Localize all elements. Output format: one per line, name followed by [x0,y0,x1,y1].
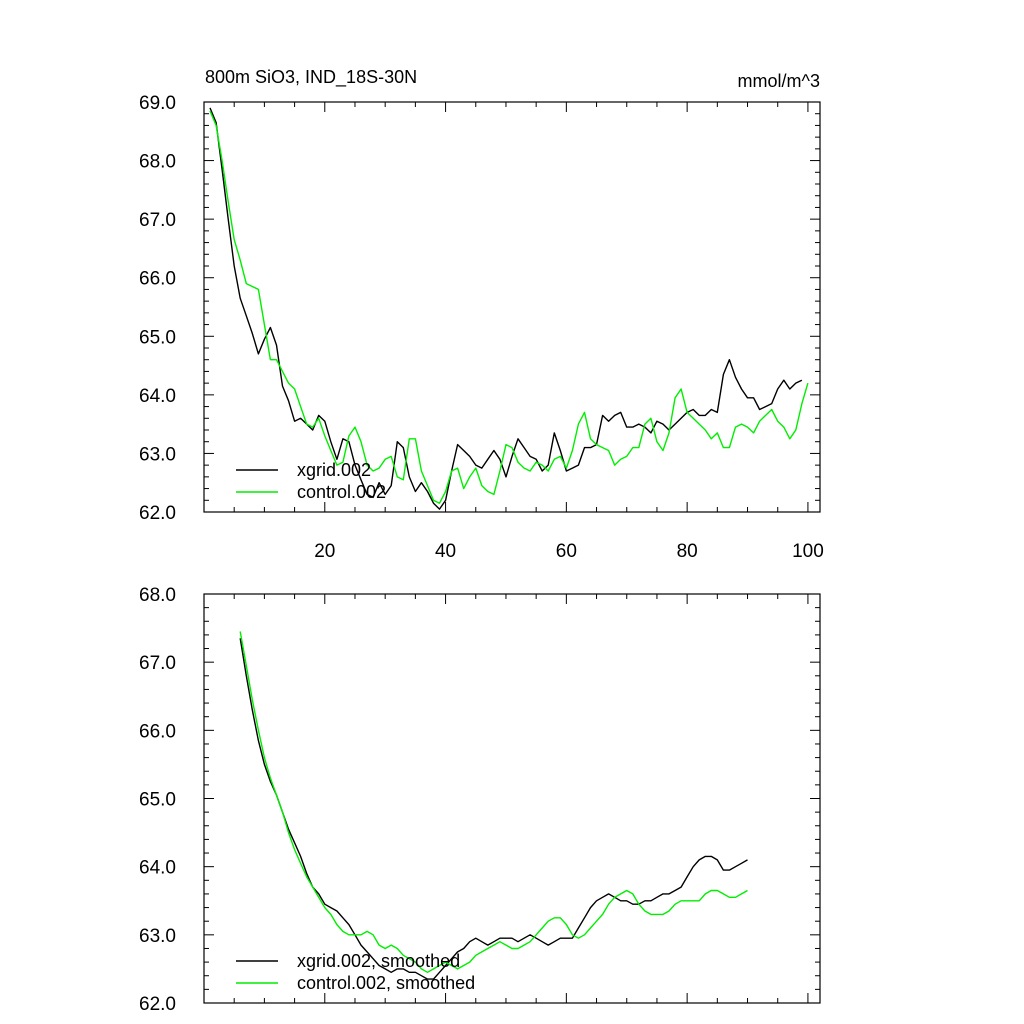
legend-label: control.002 [297,482,386,502]
series-line-control [239,631,748,973]
series-line-xgrid [209,107,803,510]
y-tick-label: 65.0 [139,327,176,348]
y-tick-label: 64.0 [139,858,176,879]
x-tick-label: 100 [792,541,824,562]
y-tick-label: 67.0 [139,653,176,674]
y-tick-label: 62.0 [139,503,176,524]
x-tick-label: 80 [677,541,698,562]
series-line-xgrid [239,638,748,980]
units-label: mmol/m^3 [738,71,820,91]
chart-title: 800m SiO3, IND_18S-30N [205,67,417,88]
legend-label: control.002, smoothed [297,973,475,993]
x-tick-label: 20 [314,541,335,562]
y-tick-label: 65.0 [139,790,176,811]
legend-label: xgrid.002, smoothed [297,951,460,971]
y-tick-label: 62.0 [139,994,176,1015]
y-tick-label: 66.0 [139,269,176,290]
legend-label: xgrid.002 [297,460,371,480]
y-tick-label: 63.0 [139,926,176,947]
top-panel: 800m SiO3, IND_18S-30N mmol/m^3 20 40 60 80… [139,67,824,562]
x-tick-label: 40 [435,541,456,562]
y-tick-label: 69.0 [139,93,176,114]
y-tick-label: 66.0 [139,721,176,742]
plot-frame [203,101,821,513]
y-tick-label: 63.0 [139,444,176,465]
y-tick-label: 67.0 [139,210,176,231]
plot-frame [203,593,821,1004]
bottom-panel: 62.0 63.0 64.0 65.0 66.0 67.0 68.0 xgrid.002, s… [139,585,821,1015]
series-line-control [209,110,809,504]
x-tick-label: 60 [556,541,577,562]
y-tick-label: 64.0 [139,386,176,407]
y-tick-label: 68.0 [139,585,176,606]
y-tick-label: 68.0 [139,152,176,173]
